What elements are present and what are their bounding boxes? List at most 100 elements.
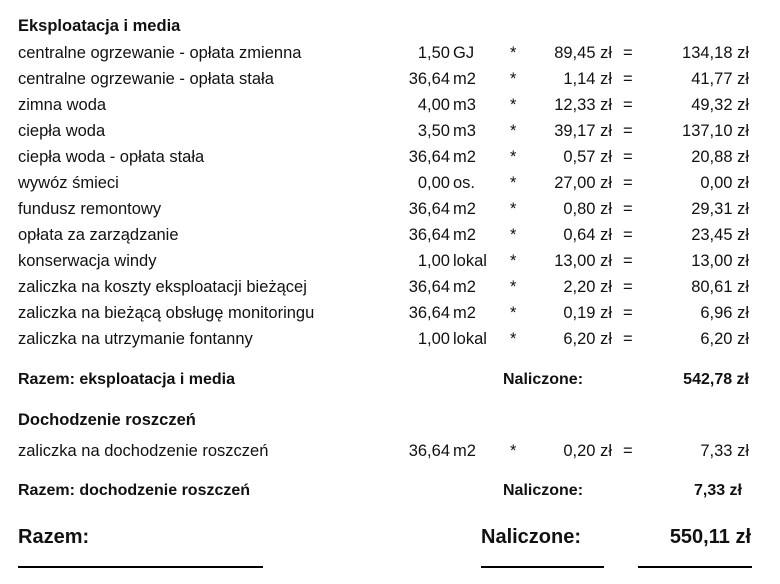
item-unit: m3 — [453, 96, 476, 114]
section-summary: Razem: dochodzenie roszczeń Naliczone: 7… — [0, 480, 780, 502]
item-unit: m2 — [453, 304, 476, 322]
underline — [481, 566, 604, 568]
section-summary: Razem: eksploatacja i media Naliczone: 5… — [0, 369, 780, 391]
multiply-sign: * — [510, 44, 517, 62]
item-unit: GJ — [453, 44, 475, 62]
underline — [638, 566, 752, 568]
item-quantity: 4,00 — [417, 96, 450, 114]
item-quantity: 36,64 — [408, 200, 450, 218]
item-quantity: 36,64 — [408, 226, 450, 244]
item-unit-price: 13,00 zł — [554, 252, 612, 270]
item-total: 80,61 zł — [691, 278, 749, 296]
multiply-sign: * — [510, 252, 517, 270]
item-total: 29,31 zł — [691, 200, 749, 218]
summary-label: Razem: eksploatacja i media — [18, 371, 235, 388]
item-unit: m2 — [453, 226, 476, 244]
multiply-sign: * — [510, 70, 517, 88]
line-item: konserwacja windy 1,00 lokal * 13,00 zł = 13,0… — [0, 251, 780, 271]
item-unit: os. — [453, 174, 476, 192]
item-label: fundusz remontowy — [18, 200, 162, 218]
item-total: 137,10 zł — [682, 122, 749, 140]
item-quantity: 36,64 — [408, 70, 450, 88]
multiply-sign: * — [510, 200, 517, 218]
summary-amount: 542,78 zł — [683, 371, 749, 388]
item-quantity: 36,64 — [408, 304, 450, 322]
equals-sign: = — [623, 330, 633, 348]
section-title: Eksploatacja i media — [18, 17, 181, 35]
item-quantity: 1,00 — [417, 330, 450, 348]
item-total: 134,18 zł — [682, 44, 749, 62]
grand-total-label: Razem: — [18, 526, 90, 548]
equals-sign: = — [623, 304, 633, 322]
equals-sign: = — [623, 148, 633, 166]
item-unit: m2 — [453, 278, 476, 296]
item-label: zaliczka na dochodzenie roszczeń — [18, 442, 269, 460]
line-item: zaliczka na koszty eksploatacji bieżącej… — [0, 277, 780, 297]
item-label: zaliczka na bieżącą obsługę monitoringu — [18, 304, 315, 322]
item-unit-price: 39,17 zł — [554, 122, 612, 140]
item-unit-price: 0,20 zł — [563, 442, 612, 460]
multiply-sign: * — [510, 442, 517, 460]
item-label: zimna woda — [18, 96, 107, 114]
line-item: zimna woda 4,00 m3 * 12,33 zł = 49,32 zł — [0, 95, 780, 115]
item-label: zaliczka na koszty eksploatacji bieżącej — [18, 278, 307, 296]
summary-amount: 7,33 zł — [693, 482, 742, 499]
multiply-sign: * — [510, 278, 517, 296]
item-total: 23,45 zł — [691, 226, 749, 244]
equals-sign: = — [623, 200, 633, 218]
item-total: 13,00 zł — [691, 252, 749, 270]
item-total: 20,88 zł — [691, 148, 749, 166]
line-item: centralne ogrzewanie - opłata zmienna 1,5… — [0, 43, 780, 63]
equals-sign: = — [623, 122, 633, 140]
summary-charged-label: Naliczone: — [503, 371, 584, 388]
item-label: zaliczka na utrzymanie fontanny — [18, 330, 253, 348]
item-quantity: 1,00 — [417, 252, 450, 270]
line-item: wywóz śmieci 0,00 os. * 27,00 zł = 0,00 zł — [0, 173, 780, 193]
multiply-sign: * — [510, 304, 517, 322]
item-label: centralne ogrzewanie - opłata stała — [18, 70, 274, 88]
item-label: centralne ogrzewanie - opłata zmienna — [18, 44, 302, 62]
item-unit: m3 — [453, 122, 476, 140]
item-label: opłata za zarządzanie — [18, 226, 179, 244]
equals-sign: = — [623, 44, 633, 62]
item-total: 0,00 zł — [700, 174, 749, 192]
line-item: centralne ogrzewanie - opłata stała 36,64… — [0, 69, 780, 89]
grand-total: Razem: Naliczone: 550,11 zł — [0, 524, 780, 550]
item-unit: m2 — [453, 200, 476, 218]
line-item: zaliczka na bieżącą obsługę monitoringu 3… — [0, 303, 780, 323]
multiply-sign: * — [510, 226, 517, 244]
item-quantity: 0,00 — [417, 174, 450, 192]
item-unit: m2 — [453, 442, 476, 460]
equals-sign: = — [623, 174, 633, 192]
line-item: zaliczka na dochodzenie roszczeń 36,64 m2 *… — [0, 441, 780, 461]
item-quantity: 1,50 — [417, 44, 450, 62]
item-unit-price: 89,45 zł — [554, 44, 612, 62]
multiply-sign: * — [510, 330, 517, 348]
line-item: zaliczka na utrzymanie fontanny 1,00 lokal… — [0, 329, 780, 349]
line-item: opłata za zarządzanie 36,64 m2 * 0,64 zł = 23,… — [0, 225, 780, 245]
equals-sign: = — [623, 70, 633, 88]
multiply-sign: * — [510, 96, 517, 114]
line-item: fundusz remontowy 36,64 m2 * 0,80 zł = 29,31 z… — [0, 199, 780, 219]
grand-total-charged-label: Naliczone: — [481, 526, 582, 548]
item-quantity: 36,64 — [408, 442, 450, 460]
item-unit: m2 — [453, 70, 476, 88]
item-unit-price: 0,80 zł — [563, 200, 612, 218]
equals-sign: = — [623, 278, 633, 296]
line-item: ciepła woda 3,50 m3 * 39,17 zł = 137,10 zł — [0, 121, 780, 141]
item-total: 7,33 zł — [700, 442, 749, 460]
multiply-sign: * — [510, 122, 517, 140]
item-label: ciepła woda - opłata stała — [18, 148, 205, 166]
item-label: wywóz śmieci — [18, 174, 119, 192]
item-unit-price: 27,00 zł — [554, 174, 612, 192]
summary-charged-label: Naliczone: — [503, 482, 584, 499]
section-title: Dochodzenie roszczeń — [18, 411, 196, 429]
item-unit-price: 0,64 zł — [563, 226, 612, 244]
item-total: 6,20 zł — [700, 330, 749, 348]
item-quantity: 36,64 — [408, 148, 450, 166]
multiply-sign: * — [510, 174, 517, 192]
item-unit-price: 2,20 zł — [563, 278, 612, 296]
equals-sign: = — [623, 252, 633, 270]
item-total: 41,77 zł — [691, 70, 749, 88]
multiply-sign: * — [510, 148, 517, 166]
